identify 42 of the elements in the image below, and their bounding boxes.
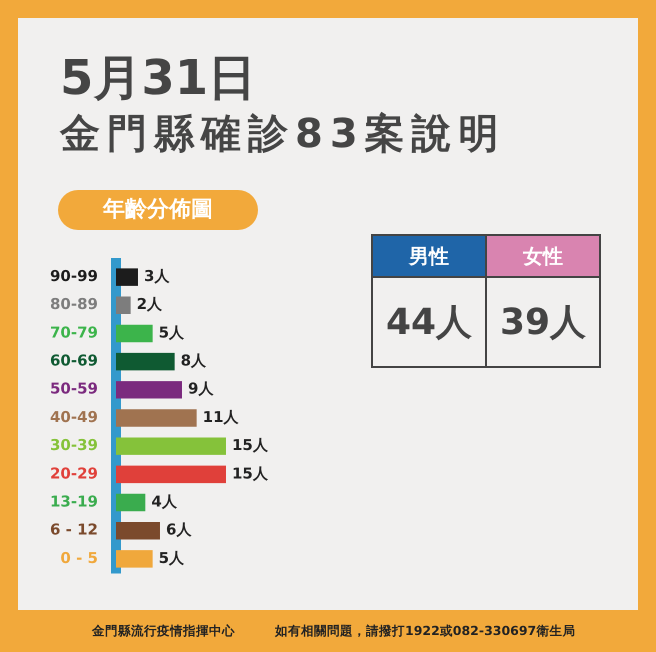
data-label: 4人: [151, 492, 178, 510]
bar: [116, 466, 226, 484]
y-tick-label: 13-19: [50, 492, 98, 510]
data-label: 5人: [158, 548, 186, 567]
data-label: 6人: [166, 520, 192, 539]
y-tick-label: 40-49: [50, 408, 98, 426]
y-tick-label: 50-59: [50, 380, 98, 398]
chart-subtitle: 金門縣確診83案說明: [60, 110, 506, 159]
text: 39人: [500, 302, 586, 342]
text: 金門縣流行疫情指揮中心: [92, 623, 235, 640]
y-tick-label: 6 - 12: [50, 520, 98, 539]
text: 44人: [386, 302, 472, 342]
data-label: 8人: [180, 352, 208, 370]
category-label: 女性: [486, 235, 600, 277]
data-label: 15人: [232, 436, 269, 454]
bar: [116, 409, 197, 427]
chart-title: 5月31日: [60, 49, 256, 108]
data-label: 9人: [188, 380, 214, 398]
y-tick-label: 70-79: [50, 323, 98, 342]
y-tick-label: 90-99: [50, 266, 98, 285]
data-label: 11人: [202, 408, 240, 426]
category-label: 男性: [372, 235, 486, 277]
bar: [116, 268, 138, 286]
bar: [116, 296, 131, 314]
text: 年齡分佈圖: [58, 190, 258, 230]
y-tick-label: 0 - 5: [60, 548, 98, 567]
bar: [116, 494, 146, 512]
y-tick-label: 30-39: [50, 436, 98, 454]
y-tick-label: 80-89: [50, 295, 98, 314]
y-tick-label: 20-29: [50, 464, 98, 482]
bar: [116, 352, 175, 370]
data-label: 5人: [158, 323, 186, 342]
bar: [116, 550, 153, 568]
y-tick-label: 60-69: [50, 352, 98, 370]
bar: [116, 381, 182, 399]
data-label: 3人: [144, 266, 170, 285]
data-label: 15人: [232, 464, 269, 482]
data-label: 2人: [136, 295, 164, 314]
bar: [116, 437, 226, 455]
bar: [116, 522, 160, 540]
bar: [116, 324, 153, 342]
text: 如有相關問題，請撥打1922或082-330697衛生局: [275, 623, 576, 640]
